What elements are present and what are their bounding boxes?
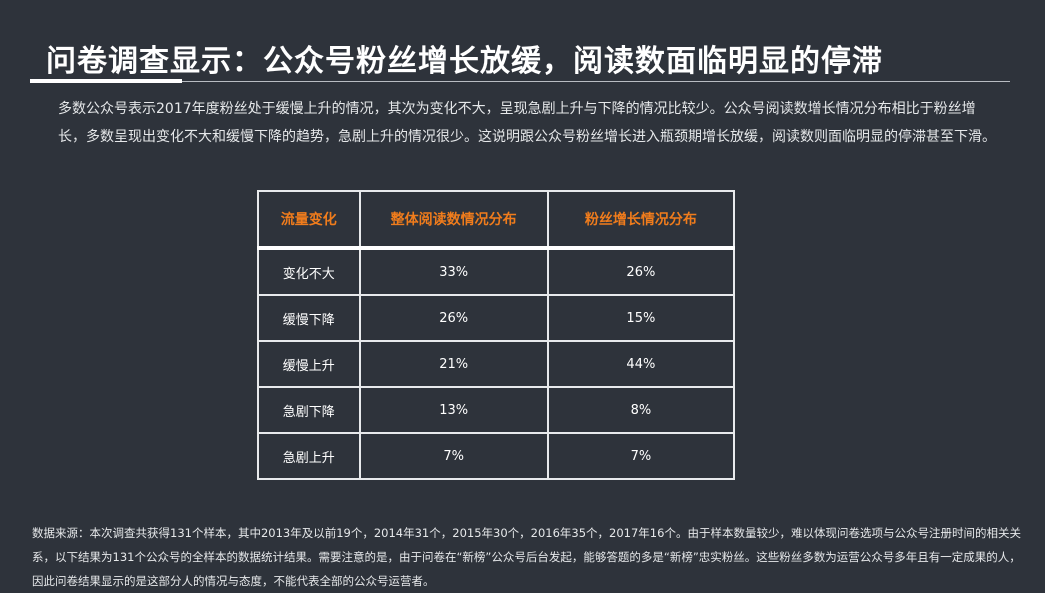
data-source-footnote: 数据来源：本次调查共获得131个样本，其中2013年及以前19个，2014年31… bbox=[32, 526, 1021, 588]
reading-value: 21% bbox=[358, 340, 549, 388]
row-label: 急剧上升 bbox=[257, 432, 361, 480]
reading-value: 33% bbox=[358, 247, 549, 296]
table-header-row: 流量变化 整体阅读数情况分布 粉丝增长情况分布 bbox=[257, 190, 736, 249]
header-fans-growth-distribution: 粉丝增长情况分布 bbox=[546, 190, 736, 249]
header-reading-distribution: 整体阅读数情况分布 bbox=[358, 190, 549, 249]
page-title: 问卷调查显示：公众号粉丝增长放缓，阅读数面临明显的停滞 bbox=[46, 44, 883, 79]
fans-value: 7% bbox=[546, 432, 736, 480]
reading-value: 13% bbox=[358, 386, 549, 434]
title-underline bbox=[182, 81, 1010, 82]
header-traffic-change: 流量变化 bbox=[257, 190, 361, 249]
table-row: 缓慢上升 21% 44% bbox=[257, 340, 736, 388]
table-row: 急剧上升 7% 7% bbox=[257, 432, 736, 480]
title-underline-accent bbox=[30, 79, 182, 83]
reading-value: 7% bbox=[358, 432, 549, 480]
distribution-table: 流量变化 整体阅读数情况分布 粉丝增长情况分布 变化不大 33% 26% 缓慢下… bbox=[257, 190, 736, 480]
row-label: 缓慢下降 bbox=[257, 294, 361, 342]
row-label: 缓慢上升 bbox=[257, 340, 361, 388]
table-row: 变化不大 33% 26% bbox=[257, 247, 736, 296]
fans-value: 26% bbox=[546, 247, 736, 296]
table-row: 急剧下降 13% 8% bbox=[257, 386, 736, 434]
table-row: 缓慢下降 26% 15% bbox=[257, 294, 736, 342]
fans-value: 15% bbox=[546, 294, 736, 342]
reading-value: 26% bbox=[358, 294, 549, 342]
intro-paragraph: 多数公众号表示2017年度粉丝处于缓慢上升的情况，其次为变化不大，呈现急剧上升与… bbox=[58, 101, 996, 145]
fans-value: 44% bbox=[546, 340, 736, 388]
fans-value: 8% bbox=[546, 386, 736, 434]
row-label: 变化不大 bbox=[257, 247, 361, 296]
row-label: 急剧下降 bbox=[257, 386, 361, 434]
